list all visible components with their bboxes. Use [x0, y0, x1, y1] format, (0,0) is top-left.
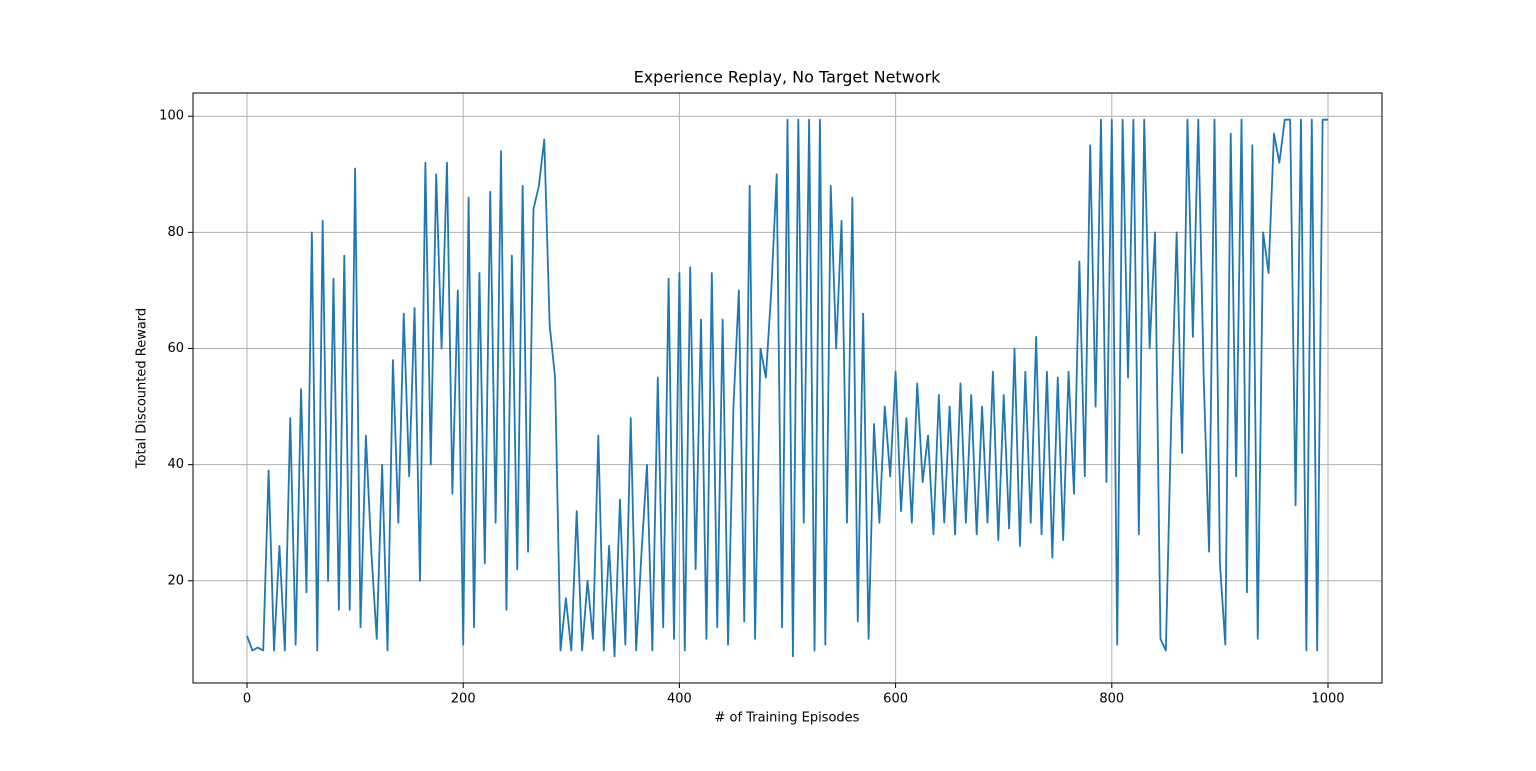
chart-title: Experience Replay, No Target Network [634, 68, 942, 87]
plot-frame [192, 92, 1383, 684]
y-tick-label: 20 [167, 573, 184, 588]
x-tick-label: 0 [243, 692, 251, 707]
x-tick-label: 600 [883, 692, 908, 707]
x-tick-label: 1000 [1311, 692, 1344, 707]
x-tick-label: 400 [667, 692, 692, 707]
y-tick-label: 80 [167, 225, 184, 240]
y-tick-label: 100 [159, 109, 184, 124]
y-tick-label: 60 [167, 341, 184, 356]
y-tick-label: 40 [167, 457, 184, 472]
data-line [246, 118, 1328, 658]
y-axis-label: Total Discounted Reward [135, 308, 150, 469]
x-tick-label: 200 [451, 692, 476, 707]
x-tick-label: 800 [1099, 692, 1124, 707]
x-axis-label: # of Training Episodes [715, 711, 860, 726]
